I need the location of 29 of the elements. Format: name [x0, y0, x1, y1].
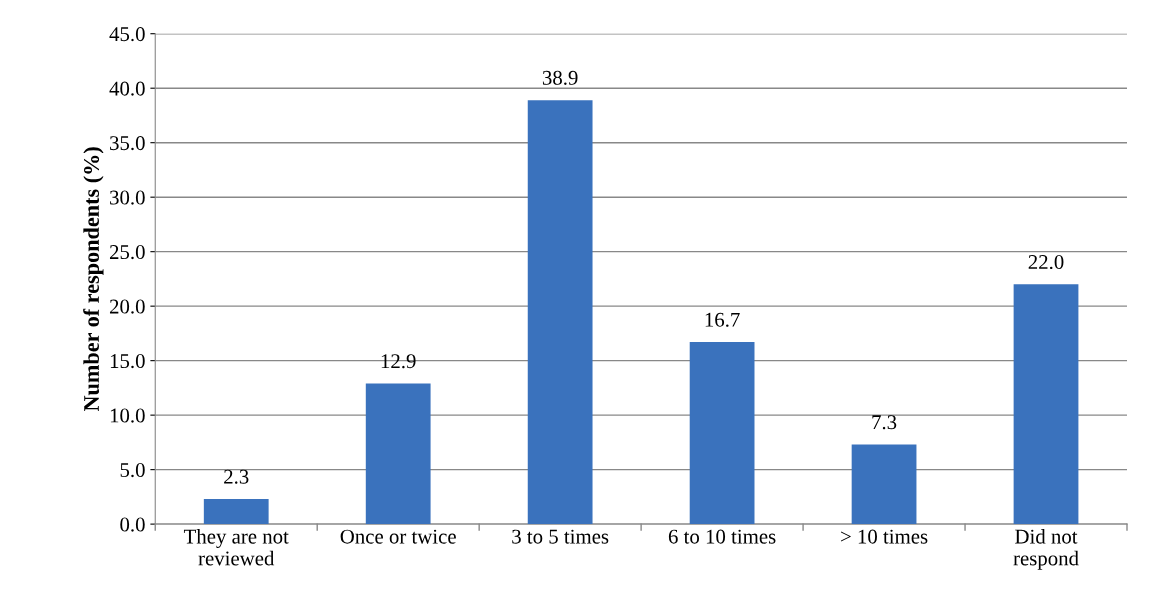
x-tick-label: Did not respond	[1013, 528, 1079, 570]
bar	[1013, 284, 1079, 525]
data-label: 7.3	[872, 415, 897, 430]
y-tick-label: 35.0	[110, 136, 145, 151]
x-tick-label: 6 to 10 times	[668, 529, 776, 544]
bar	[203, 499, 269, 525]
data-label: 22.0	[1028, 254, 1064, 270]
data-label: 16.7	[705, 312, 740, 327]
y-tick-label: 40.0	[109, 81, 145, 96]
y-tick-label: 30.0	[110, 190, 145, 205]
x-tick-label: > 10 times	[841, 529, 928, 544]
y-tick-label: 0.0	[120, 517, 145, 532]
y-tick-label: 10.0	[110, 408, 145, 423]
bar	[851, 444, 917, 525]
x-tick-label: Once or twice	[340, 529, 456, 544]
data-label: 38.9	[542, 70, 578, 85]
y-tick-label: 5.0	[120, 463, 145, 478]
x-tick-label: They are not reviewed	[183, 528, 289, 566]
bar	[365, 383, 431, 525]
data-label: 12.9	[381, 354, 416, 369]
y-tick-label: 25.0	[109, 245, 145, 260]
x-tick-label: 3 to 5 times	[512, 529, 609, 544]
data-label: 2.3	[224, 469, 249, 484]
y-tick-label: 15.0	[110, 354, 145, 369]
y-tick-label: 45.0	[109, 27, 145, 42]
bar	[527, 100, 593, 525]
bar	[689, 342, 755, 525]
y-axis-title: Number of respondents (%)	[83, 147, 104, 412]
y-tick-label: 20.0	[109, 299, 145, 314]
